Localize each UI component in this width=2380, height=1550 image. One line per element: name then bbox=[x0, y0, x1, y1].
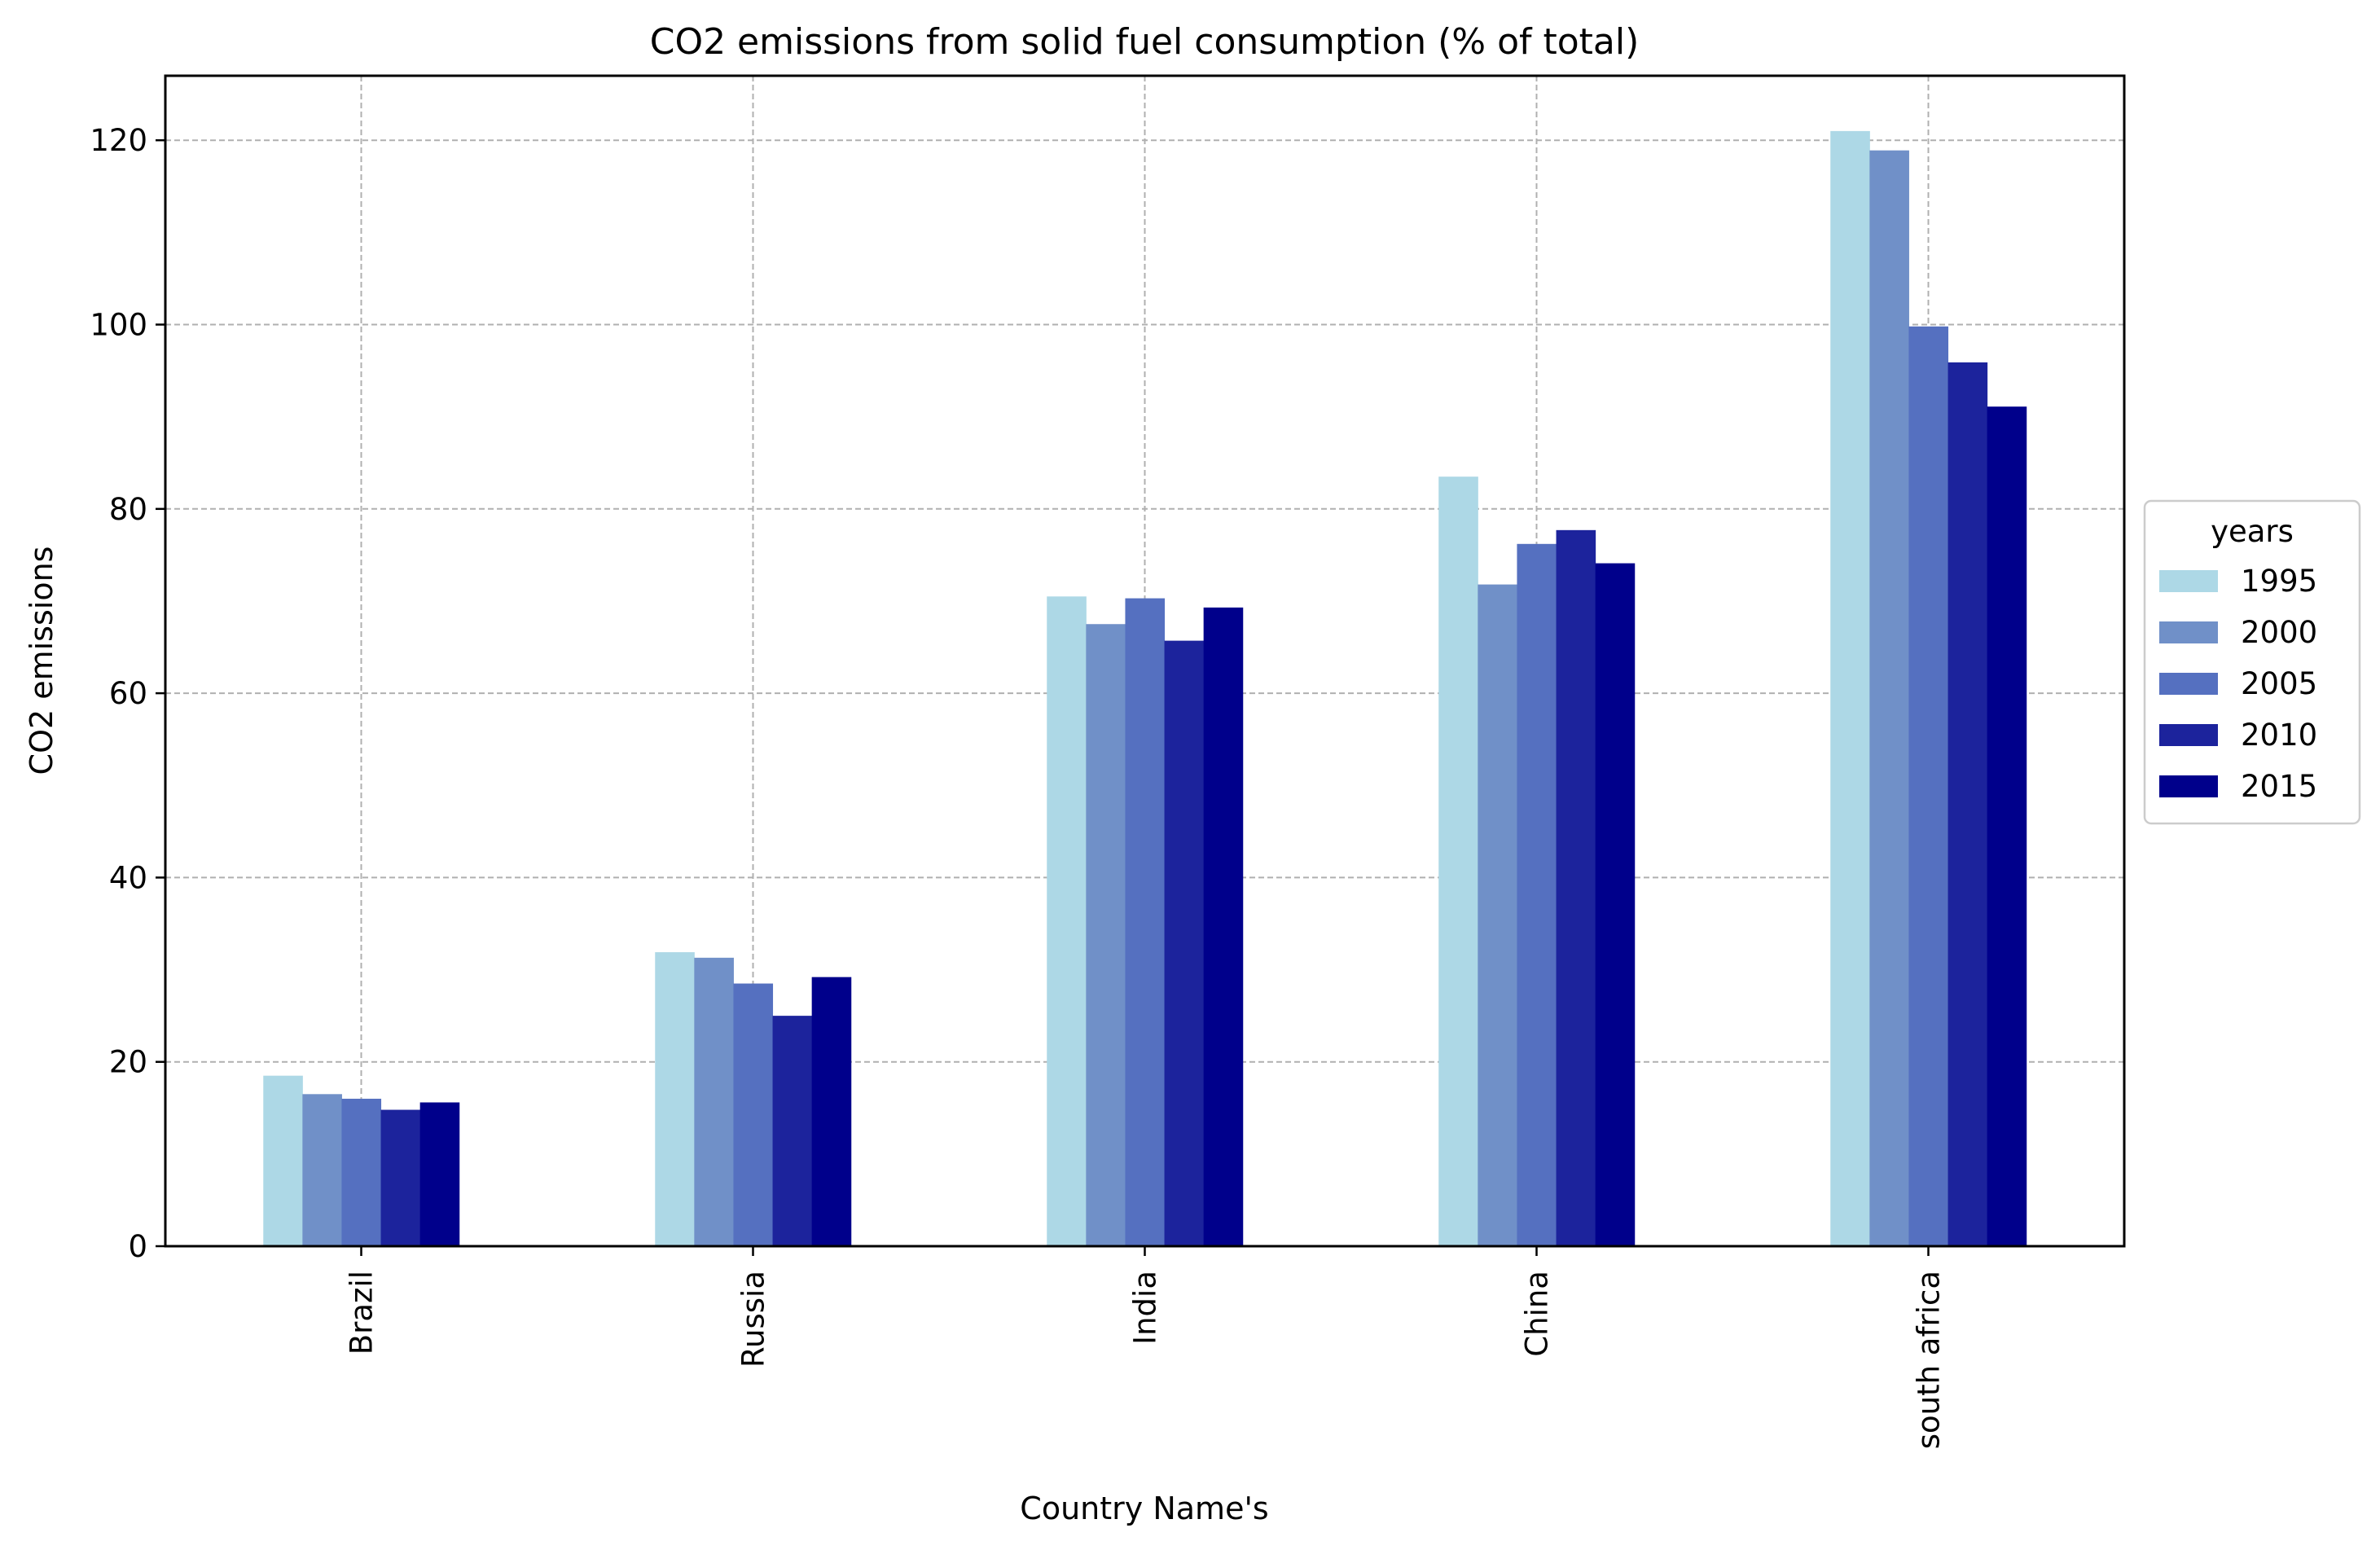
bar-2005-brazil bbox=[341, 1098, 382, 1246]
x-axis: Brazil Russia India China south africa bbox=[345, 1246, 1947, 1449]
x-axis-label: Country Name's bbox=[1020, 1491, 1268, 1526]
bar-2005-india bbox=[1125, 598, 1166, 1246]
x-tick-label: Russia bbox=[736, 1271, 771, 1368]
bar-1995-brazil bbox=[263, 1075, 303, 1246]
y-axis: 0 20 40 60 80 100 120 bbox=[90, 123, 165, 1264]
bar-1995-china bbox=[1438, 476, 1478, 1246]
y-tick-label: 40 bbox=[109, 860, 147, 895]
bar-1995-south-africa bbox=[1830, 130, 1870, 1246]
bar-1995-india bbox=[1047, 596, 1087, 1246]
bar-2000-brazil bbox=[302, 1094, 342, 1246]
y-tick-label: 120 bbox=[90, 123, 147, 158]
y-tick-label: 80 bbox=[109, 492, 147, 527]
y-tick-label: 20 bbox=[109, 1045, 147, 1080]
legend-label: 2000 bbox=[2241, 615, 2317, 650]
legend: years 1995 2000 2005 2010 2015 bbox=[2143, 499, 2361, 825]
bar-2005-russia bbox=[733, 983, 774, 1246]
y-axis-label: CO2 emissions bbox=[24, 547, 59, 775]
bar-2010-south-africa bbox=[1947, 362, 1988, 1246]
y-tick-label: 100 bbox=[90, 308, 147, 343]
bar-2000-china bbox=[1478, 584, 1517, 1246]
bar-2010-russia bbox=[772, 1016, 813, 1246]
bar-2015-russia bbox=[811, 977, 852, 1246]
bar-2015-china bbox=[1595, 563, 1636, 1246]
bar-2000-india bbox=[1086, 624, 1126, 1246]
x-tick-label: Brazil bbox=[345, 1271, 380, 1355]
bar-2015-india bbox=[1203, 607, 1244, 1246]
bar-2015-south-africa bbox=[1987, 406, 2027, 1247]
bar-2010-china bbox=[1556, 529, 1596, 1246]
chart-title: CO2 emissions from solid fuel consumptio… bbox=[650, 21, 1640, 63]
x-tick-label: south africa bbox=[1912, 1271, 1947, 1449]
bar-2000-russia bbox=[694, 957, 734, 1246]
bar-2010-brazil bbox=[380, 1109, 421, 1246]
y-tick-label: 0 bbox=[128, 1229, 147, 1264]
bar-2000-south-africa bbox=[1869, 150, 1909, 1247]
bar-2010-india bbox=[1164, 640, 1205, 1246]
legend-swatch bbox=[2159, 724, 2218, 746]
legend-swatch bbox=[2159, 621, 2218, 643]
bar-2005-china bbox=[1517, 543, 1557, 1246]
legend-swatch bbox=[2159, 570, 2218, 592]
y-tick-label: 60 bbox=[109, 676, 147, 711]
legend-swatch bbox=[2159, 775, 2218, 797]
bar-2005-south-africa bbox=[1908, 326, 1949, 1246]
x-tick-label: China bbox=[1520, 1271, 1555, 1357]
legend-label: 2010 bbox=[2241, 718, 2317, 753]
bar-2015-brazil bbox=[419, 1102, 460, 1246]
legend-label: 1995 bbox=[2241, 564, 2317, 599]
bars bbox=[263, 130, 2027, 1247]
x-tick-label: India bbox=[1128, 1271, 1163, 1345]
legend-title: years bbox=[2211, 514, 2294, 549]
legend-label: 2015 bbox=[2241, 769, 2317, 804]
bar-1995-russia bbox=[655, 952, 695, 1246]
legend-swatch bbox=[2159, 673, 2218, 695]
legend-label: 2005 bbox=[2241, 666, 2317, 701]
